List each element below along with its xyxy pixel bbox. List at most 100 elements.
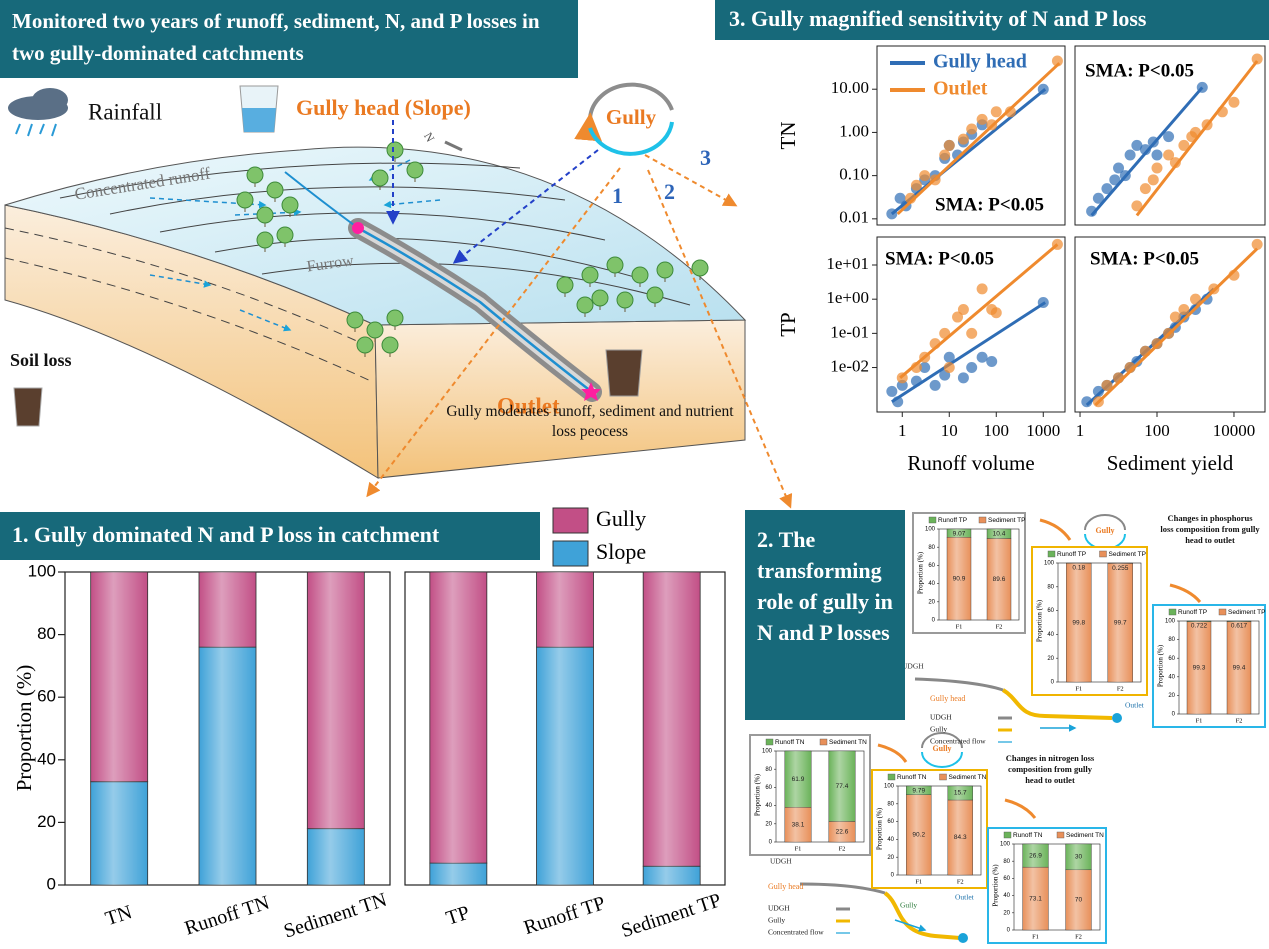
- bar-shine: [1022, 867, 1049, 930]
- y-tick-label: 0.01: [839, 208, 869, 227]
- point: [943, 139, 955, 151]
- bar-shine: [536, 572, 594, 648]
- legend-label: Concentrated flow: [768, 928, 824, 937]
- y-tick-label: 40: [37, 749, 56, 768]
- point: [976, 351, 988, 363]
- tree-crown: [591, 289, 609, 307]
- nitrogen-note: Changes in nitrogen loss composition fro…: [1005, 753, 1095, 785]
- fit-line: [896, 62, 1061, 216]
- y-tick-label: 20: [765, 821, 772, 827]
- y-tick-label: 1e+00: [826, 288, 869, 307]
- value-label: 77.4: [836, 783, 849, 790]
- north-arrow: [444, 140, 463, 152]
- point: [894, 192, 906, 204]
- y-tick-label: 20: [1168, 693, 1175, 699]
- tree-crown: [576, 296, 594, 314]
- y-tick-label: 20: [1003, 910, 1010, 916]
- annotation: SMA: P<0.05: [935, 194, 1044, 215]
- x-tick-label: Runoff TN: [182, 892, 272, 940]
- x-tick-label: F2: [996, 623, 1003, 630]
- point: [1189, 293, 1201, 305]
- udgh-label: UDGH: [770, 857, 792, 866]
- y-axis-label: Proportion (%): [1157, 644, 1165, 687]
- legend-swatch: [765, 738, 774, 746]
- y-tick-label: 100: [925, 527, 936, 533]
- point: [986, 356, 998, 368]
- legend-swatch: [1056, 831, 1065, 839]
- legend-swatch: [928, 516, 937, 524]
- block-front: [374, 319, 746, 479]
- point: [966, 362, 978, 374]
- bar-shine: [307, 572, 365, 829]
- value-label: 22.6: [836, 828, 849, 835]
- point: [1139, 144, 1151, 156]
- outlet-label: Outlet: [497, 393, 560, 418]
- cup-icon: [605, 349, 643, 397]
- legend-swatch: [939, 773, 947, 781]
- x-axis-label: Runoff volume: [907, 451, 1034, 475]
- legend-label: Gully: [768, 916, 785, 925]
- legend-swatch: [552, 540, 589, 567]
- y-tick-label: 60: [928, 563, 935, 569]
- y-axis-label: TP: [776, 312, 800, 337]
- value-label: 0.255: [1112, 565, 1129, 572]
- outlet-point: [581, 382, 601, 401]
- legend-swatch: [1099, 550, 1107, 558]
- point: [952, 311, 964, 323]
- x-axis-label: Sediment yield: [1107, 451, 1234, 475]
- value-label: 61.9: [792, 776, 805, 783]
- y-tick-label: 80: [1047, 584, 1054, 590]
- x-tick-label: F2: [957, 878, 964, 885]
- cup-icon: [239, 85, 279, 133]
- y-tick-label: 80: [1168, 637, 1175, 643]
- bar-shine: [1065, 869, 1092, 930]
- tree-crown: [371, 169, 389, 187]
- rain-icon: [8, 88, 68, 137]
- point: [966, 123, 978, 135]
- y-tick-label: 1e-01: [830, 322, 869, 341]
- value-label: 99.8: [1072, 619, 1085, 626]
- y-tick-label: 0: [1007, 928, 1011, 934]
- value-label: 9.79: [912, 788, 925, 795]
- y-tick-label: 80: [37, 624, 56, 643]
- y-tick-label: 60: [887, 819, 894, 825]
- x-tick-label: F1: [1075, 685, 1082, 692]
- bar-shine: [1187, 620, 1211, 622]
- y-axis-label: Proportion (%): [876, 807, 884, 850]
- legend-label: Sediment TN: [829, 739, 867, 746]
- tree-crown: [631, 266, 649, 284]
- legend-swatch: [1168, 608, 1177, 616]
- point: [1151, 149, 1163, 161]
- point: [1092, 192, 1104, 204]
- y-tick-label: 60: [1047, 608, 1054, 614]
- point: [957, 303, 969, 315]
- phosphorus-note: Changes in phosphorus loss composition f…: [1160, 513, 1260, 545]
- point: [1169, 157, 1181, 169]
- annotation: SMA: P<0.05: [1085, 60, 1194, 81]
- point: [1147, 174, 1159, 186]
- legend-swatch: [552, 507, 589, 534]
- y-tick-label: 40: [1047, 632, 1054, 638]
- point: [990, 106, 1002, 118]
- y-tick-label: 60: [37, 687, 56, 706]
- value-label: 30: [1075, 854, 1083, 861]
- point: [1101, 183, 1113, 195]
- fit-line: [891, 301, 1047, 403]
- point: [1139, 183, 1151, 195]
- value-label: 99.3: [1193, 665, 1206, 672]
- bar-shine: [947, 529, 971, 538]
- x-tick-label: 1: [1076, 421, 1085, 440]
- value-label: 90.2: [912, 832, 925, 839]
- y-tick-label: 100: [28, 561, 56, 580]
- point: [1109, 174, 1121, 186]
- fit-line: [1135, 60, 1259, 217]
- plot-frame: [938, 528, 1020, 621]
- bar-shine: [90, 781, 148, 885]
- gully-head-point: [352, 222, 364, 234]
- diagram-caption: Gully moderates runoff, sediment and nut…: [446, 403, 734, 440]
- y-axis-label: Proportion (%): [917, 551, 925, 594]
- legend-swatch: [819, 738, 828, 746]
- legend-label: UDGH: [768, 904, 790, 913]
- bar-shine: [906, 786, 932, 795]
- x-tick-label: F2: [839, 845, 846, 852]
